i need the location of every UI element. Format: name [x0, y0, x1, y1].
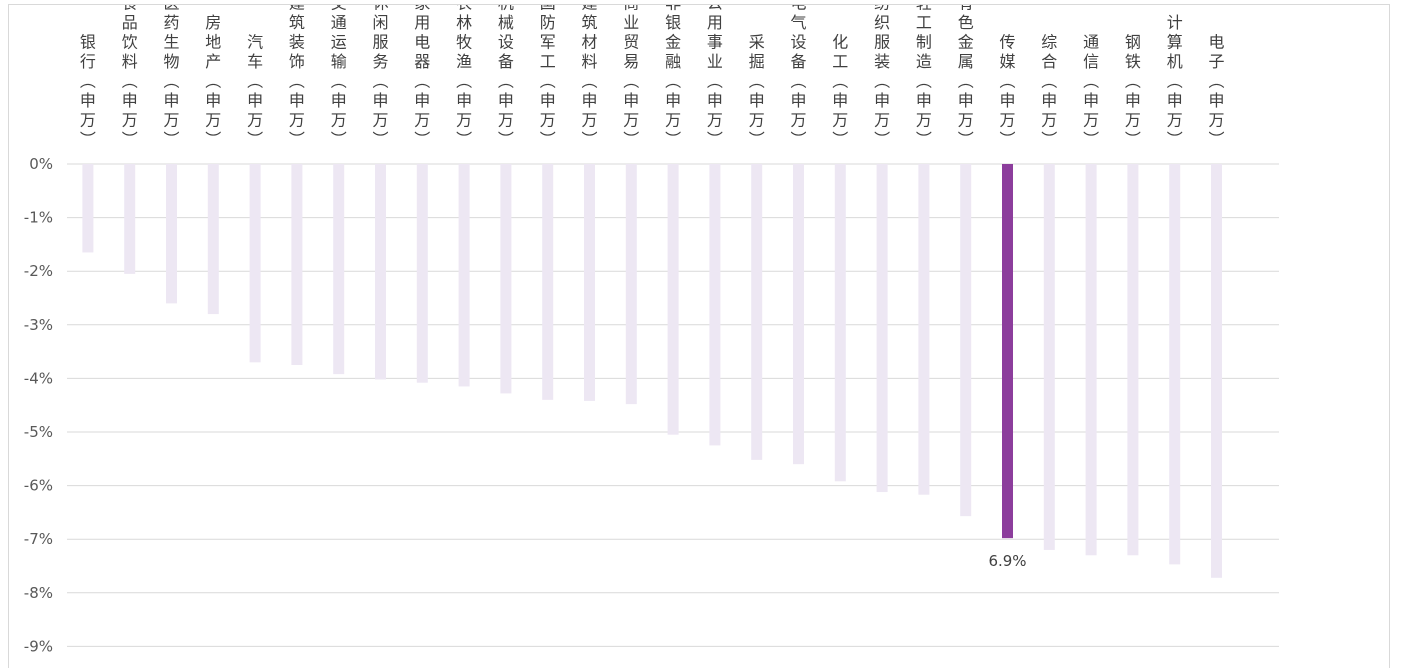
category-label: 传媒︵申万︶ [999, 33, 1015, 150]
bar [82, 164, 94, 253]
bar [1085, 164, 1097, 556]
category-label: 综合︵申万︶ [1041, 33, 1057, 150]
category-label: 钢铁︵申万︶ [1125, 33, 1141, 150]
bar [333, 164, 345, 375]
category-label: 银行︵申万︶ [80, 33, 96, 150]
category-label: 汽车︵申万︶ [247, 33, 263, 150]
category-label: 医药生物︵申万︶ [163, 5, 179, 149]
category-label: 电气设备︵申万︶ [790, 5, 806, 149]
bar [709, 164, 721, 446]
bar [458, 164, 470, 387]
bar [166, 164, 177, 304]
bar [207, 164, 219, 315]
highlight-data-label: 6.9% [988, 552, 1026, 570]
bar [834, 164, 846, 482]
category-label: 建筑装饰︵申万︶ [289, 5, 305, 149]
bar [1127, 164, 1139, 556]
bar [375, 164, 386, 380]
bar [1211, 164, 1222, 578]
bar [876, 164, 888, 493]
bar [249, 164, 261, 363]
category-label: 轻工制造︵申万︶ [916, 5, 932, 149]
y-tick-label: -1% [24, 209, 53, 227]
bar [625, 164, 637, 405]
category-label: 休闲服务︵申万︶ [372, 5, 388, 149]
y-tick-label: -6% [24, 477, 53, 495]
bar [291, 164, 303, 365]
category-label: 非银金融︵申万︶ [665, 5, 681, 149]
y-tick-label: -5% [24, 423, 53, 441]
bar [918, 164, 930, 495]
bar [751, 164, 763, 460]
category-label: 通信︵申万︶ [1083, 33, 1099, 150]
category-label: 建筑材料︵申万︶ [581, 5, 597, 149]
bar [416, 164, 428, 383]
bars [82, 164, 1222, 578]
category-label: 纺织服装︵申万︶ [874, 5, 890, 149]
category-label: 计算机︵申万︶ [1167, 13, 1183, 149]
y-tick-label: 0% [29, 155, 53, 173]
bar [542, 164, 554, 400]
bar [793, 164, 804, 465]
y-tick-label: -3% [24, 316, 53, 334]
y-tick-label: -2% [24, 262, 53, 280]
category-label: 房地产︵申万︶ [205, 13, 221, 149]
y-axis-tick-labels: 0% -1% -2% -3% -4% -5% -6% -7% -8% -9% [24, 155, 53, 655]
data-labels: 6.9% [988, 552, 1026, 570]
bar [1043, 164, 1055, 550]
category-label: 有色金属︵申万︶ [958, 5, 974, 149]
category-label: 商业贸易︵申万︶ [623, 5, 639, 149]
bar [500, 164, 512, 394]
category-label: 食品饮料︵申万︶ [122, 5, 138, 149]
category-label: 农林牧渔︵申万︶ [456, 5, 472, 149]
bar [960, 164, 972, 517]
y-tick-label: -7% [24, 530, 53, 548]
category-labels: 银行︵申万︶ 食品饮料︵申万︶ 医药生物︵申万︶ 房地产︵申万︶ 汽车︵申万︶ 建筑装饰︵… [80, 5, 1225, 149]
bar [124, 164, 136, 274]
category-label: 公用事业︵申万︶ [707, 5, 723, 149]
category-label: 机械设备︵申万︶ [498, 5, 514, 149]
bar [584, 164, 595, 401]
bar [1169, 164, 1181, 565]
category-label: 家用电器︵申万︶ [414, 5, 430, 149]
category-label: 化工︵申万︶ [832, 33, 848, 150]
category-label: 交通运输︵申万︶ [331, 5, 347, 149]
bar-chart: 0% -1% -2% -3% -4% -5% -6% -7% -8% -9% 银行︵申万︶ 食品饮料… [24, 5, 1279, 655]
chart-frame: 0% -1% -2% -3% -4% -5% -6% -7% -8% -9% 银行︵申万︶ 食品饮料… [8, 4, 1390, 668]
category-label: 采掘︵申万︶ [749, 33, 765, 150]
y-tick-label: -8% [24, 584, 53, 602]
category-label: 电子︵申万︶ [1208, 33, 1224, 150]
bar-highlighted [1002, 164, 1013, 539]
y-tick-label: -9% [24, 637, 53, 655]
bar [667, 164, 679, 435]
y-tick-label: -4% [24, 369, 53, 387]
category-label: 国防军工︵申万︶ [540, 5, 556, 149]
